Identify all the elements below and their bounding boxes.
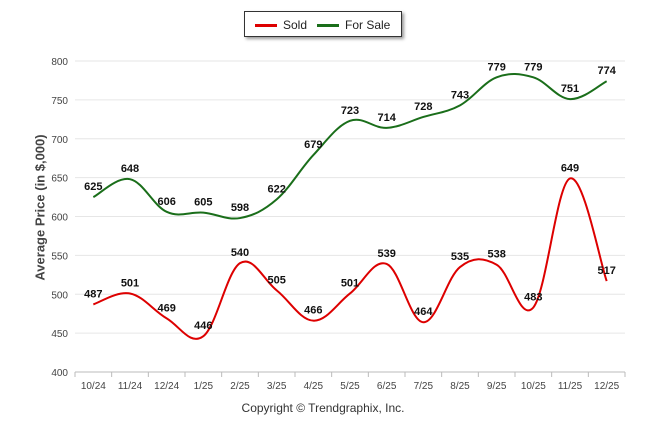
data-label-for-sale: 622 bbox=[267, 183, 285, 195]
x-tick-label: 9/25 bbox=[487, 381, 507, 392]
y-tick-label: 500 bbox=[51, 290, 68, 301]
y-tick-label: 750 bbox=[51, 96, 68, 107]
data-label-for-sale: 605 bbox=[194, 197, 212, 209]
x-tick-label: 12/24 bbox=[154, 381, 179, 392]
data-labels: 487 501 469 446 540 505 466 501 539 464 535 538 483 6… bbox=[84, 61, 617, 332]
data-label-sold: 505 bbox=[267, 274, 285, 286]
x-tick-label: 2/25 bbox=[230, 381, 250, 392]
data-label-sold: 464 bbox=[414, 306, 433, 318]
legend-swatch-sold bbox=[255, 24, 277, 27]
x-tick-label: 3/25 bbox=[267, 381, 287, 392]
data-label-sold: 487 bbox=[84, 288, 102, 300]
legend-label-for-sale: For Sale bbox=[345, 18, 391, 32]
y-tick-label: 700 bbox=[51, 135, 68, 146]
x-tick-label: 12/25 bbox=[594, 381, 619, 392]
copyright-footer: Copyright © Trendgraphix, Inc. bbox=[241, 401, 405, 415]
data-label-for-sale: 679 bbox=[304, 139, 322, 151]
legend-swatch-for-sale bbox=[317, 24, 339, 27]
legend: Sold For Sale bbox=[244, 11, 402, 37]
data-label-sold: 535 bbox=[451, 251, 469, 263]
axes: 400 450 500 550 600 650 700 750 800 10/24 11/24 12/… bbox=[51, 57, 626, 392]
y-tick-label: 650 bbox=[51, 174, 68, 185]
data-label-for-sale: 751 bbox=[561, 83, 579, 95]
data-label-sold: 517 bbox=[597, 265, 615, 277]
x-tick-label: 11/25 bbox=[558, 381, 583, 392]
data-label-for-sale: 648 bbox=[121, 163, 139, 175]
data-label-for-sale: 779 bbox=[524, 61, 542, 73]
y-tick-label: 600 bbox=[51, 213, 68, 224]
x-tick-label: 5/25 bbox=[340, 381, 360, 392]
data-label-sold: 539 bbox=[377, 248, 395, 260]
series-line-sold[interactable] bbox=[92, 177, 608, 340]
x-tick-label: 6/25 bbox=[377, 381, 397, 392]
x-tick-label: 4/25 bbox=[304, 381, 324, 392]
x-tick-label: 7/25 bbox=[414, 381, 434, 392]
series-lines bbox=[92, 72, 608, 340]
data-label-sold: 469 bbox=[157, 302, 175, 314]
data-label-sold: 483 bbox=[524, 291, 542, 303]
data-label-for-sale: 779 bbox=[487, 61, 505, 73]
y-tick-label: 450 bbox=[51, 329, 68, 340]
x-tick-label: 10/25 bbox=[521, 381, 546, 392]
y-axis-label: Average Price (in $,000) bbox=[32, 134, 48, 281]
data-label-for-sale: 598 bbox=[231, 202, 249, 214]
data-label-sold: 501 bbox=[121, 277, 139, 289]
x-tick-label: 8/25 bbox=[450, 381, 470, 392]
data-label-for-sale: 774 bbox=[597, 65, 616, 77]
data-label-sold: 649 bbox=[561, 162, 579, 174]
data-label-sold: 540 bbox=[231, 247, 249, 259]
data-label-for-sale: 606 bbox=[157, 196, 175, 208]
data-label-for-sale: 728 bbox=[414, 101, 432, 113]
series-line-for-sale[interactable] bbox=[92, 72, 608, 220]
data-label-sold: 466 bbox=[304, 305, 322, 317]
data-label-for-sale: 625 bbox=[84, 181, 102, 193]
data-label-sold: 446 bbox=[194, 320, 212, 332]
data-label-sold: 501 bbox=[341, 277, 359, 289]
y-tick-label: 800 bbox=[51, 57, 68, 68]
x-tick-label: 1/25 bbox=[194, 381, 214, 392]
grid-lines bbox=[75, 60, 625, 373]
data-label-for-sale: 743 bbox=[451, 89, 469, 101]
y-tick-label: 550 bbox=[51, 251, 68, 262]
x-tick-label: 10/24 bbox=[81, 381, 106, 392]
x-tick-label: 11/24 bbox=[118, 381, 143, 392]
data-label-for-sale: 714 bbox=[377, 112, 396, 124]
legend-label-sold: Sold bbox=[283, 18, 308, 32]
data-label-for-sale: 723 bbox=[341, 105, 359, 117]
data-label-sold: 538 bbox=[487, 249, 505, 261]
y-tick-label: 400 bbox=[51, 368, 68, 379]
